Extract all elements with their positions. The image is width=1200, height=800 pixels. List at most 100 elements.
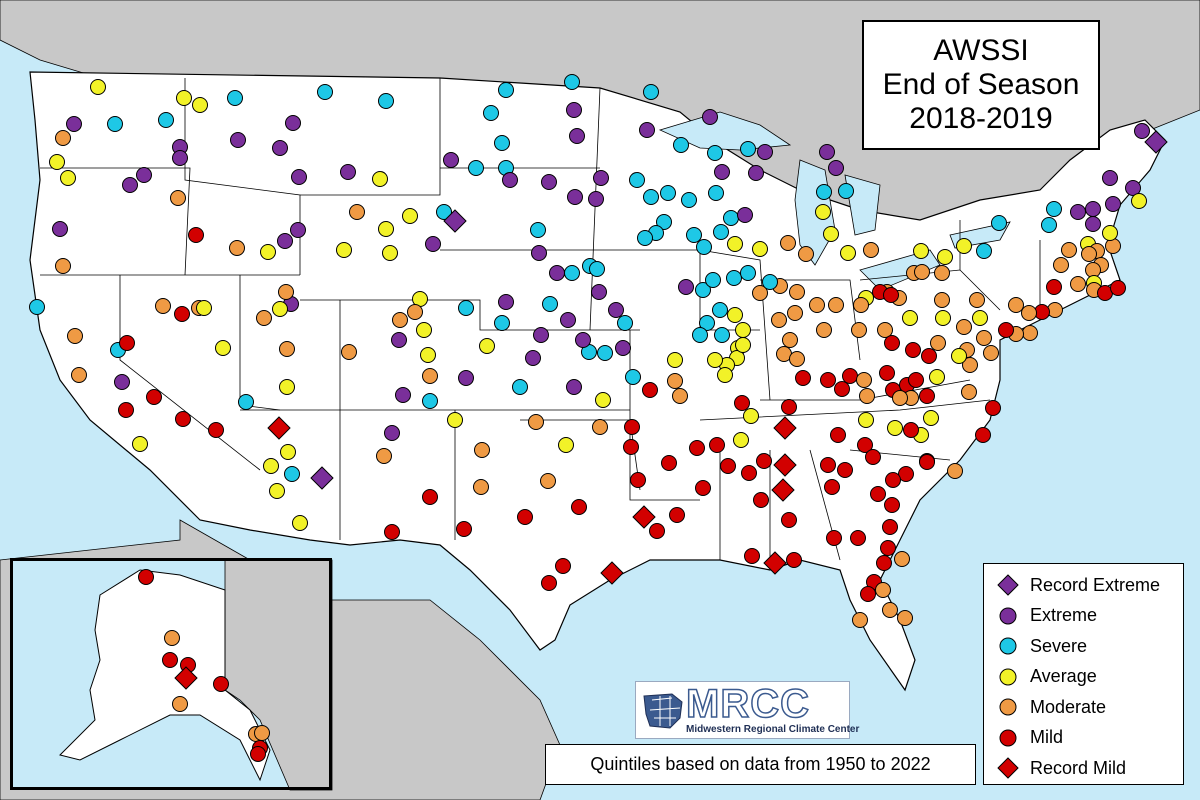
station-circle-moderate bbox=[55, 130, 71, 146]
station-circle-average bbox=[735, 337, 751, 353]
station-circle-mild bbox=[865, 449, 881, 465]
station-circle-extreme bbox=[569, 128, 585, 144]
station-circle-mild bbox=[188, 227, 204, 243]
station-circle-mild bbox=[919, 388, 935, 404]
station-circle-mild bbox=[741, 465, 757, 481]
station-circle-average bbox=[176, 90, 192, 106]
station-circle-extreme bbox=[1085, 201, 1101, 217]
station-circle-severe bbox=[740, 265, 756, 281]
station-circle-severe bbox=[660, 185, 676, 201]
station-circle-extreme bbox=[272, 140, 288, 156]
station-circle-extreme bbox=[290, 222, 306, 238]
station-circle-average bbox=[815, 204, 831, 220]
station-circle-moderate bbox=[863, 242, 879, 258]
station-circle-extreme bbox=[531, 245, 547, 261]
station-circle-severe bbox=[695, 282, 711, 298]
station-circle-extreme bbox=[1134, 123, 1150, 139]
station-circle-severe bbox=[643, 189, 659, 205]
station-circle-moderate bbox=[782, 332, 798, 348]
station-circle-mild bbox=[870, 486, 886, 502]
station-circle-extreme bbox=[122, 177, 138, 193]
station-circle-moderate bbox=[540, 473, 556, 489]
legend-item-moderate: Moderate bbox=[996, 692, 1183, 723]
station-circle-severe bbox=[696, 239, 712, 255]
station-diamond-record-extreme bbox=[310, 466, 334, 490]
station-circle-extreme bbox=[285, 115, 301, 131]
title-line-2: End of Season bbox=[882, 68, 1080, 101]
station-circle-severe bbox=[1046, 201, 1062, 217]
station-circle-moderate bbox=[341, 344, 357, 360]
station-circle-moderate bbox=[1047, 302, 1063, 318]
station-circle-moderate bbox=[667, 373, 683, 389]
orange-circle-icon bbox=[996, 695, 1020, 719]
station-circle-extreme bbox=[828, 160, 844, 176]
station-circle-average bbox=[272, 301, 288, 317]
station-circle-mild bbox=[734, 395, 750, 411]
station-circle-moderate bbox=[859, 388, 875, 404]
station-circle-average bbox=[887, 420, 903, 436]
legend-label: Severe bbox=[1030, 635, 1088, 656]
station-circle-severe bbox=[1041, 217, 1057, 233]
station-circle-severe bbox=[637, 230, 653, 246]
station-circle-mild bbox=[883, 287, 899, 303]
station-circle-extreme bbox=[136, 167, 152, 183]
station-circle-moderate bbox=[1070, 276, 1086, 292]
station-circle-mild bbox=[998, 322, 1014, 338]
station-circle-severe bbox=[458, 300, 474, 316]
station-circle-mild bbox=[119, 335, 135, 351]
station-diamond-record-extreme bbox=[443, 209, 467, 233]
station-circle-average bbox=[260, 244, 276, 260]
station-circle-moderate bbox=[962, 357, 978, 373]
station-circle-severe bbox=[597, 345, 613, 361]
station-circle-moderate bbox=[894, 551, 910, 567]
station-circle-moderate bbox=[170, 190, 186, 206]
station-circle-severe bbox=[512, 379, 528, 395]
station-circle-average bbox=[279, 379, 295, 395]
station-circle-mild bbox=[642, 382, 658, 398]
station-circle-moderate bbox=[789, 351, 805, 367]
legend-item-severe: Severe bbox=[996, 631, 1183, 662]
station-circle-moderate bbox=[1022, 325, 1038, 341]
station-circle-severe bbox=[284, 466, 300, 482]
station-circle-mild bbox=[795, 370, 811, 386]
station-circle-extreme bbox=[502, 172, 518, 188]
station-circle-extreme bbox=[1102, 170, 1118, 186]
station-circle-moderate bbox=[1061, 242, 1077, 258]
station-circle-moderate bbox=[882, 602, 898, 618]
station-circle-average bbox=[479, 338, 495, 354]
station-circle-mild bbox=[175, 411, 191, 427]
station-circle-average bbox=[60, 170, 76, 186]
station-circle-average bbox=[269, 483, 285, 499]
station-circle-average bbox=[956, 238, 972, 254]
station-circle-mild bbox=[781, 399, 797, 415]
station-circle-mild bbox=[880, 540, 896, 556]
station-circle-extreme bbox=[591, 284, 607, 300]
station-circle-moderate bbox=[961, 384, 977, 400]
station-circle-moderate bbox=[816, 322, 832, 338]
station-circle-mild bbox=[850, 530, 866, 546]
station-circle-average bbox=[707, 352, 723, 368]
station-circle-moderate bbox=[1008, 297, 1024, 313]
station-circle-extreme bbox=[748, 165, 764, 181]
station-diamond-record-mild bbox=[267, 416, 291, 440]
station-circle-extreme bbox=[819, 144, 835, 160]
station-circle-severe bbox=[629, 172, 645, 188]
station-diamond-record-mild bbox=[600, 561, 624, 585]
station-circle-moderate bbox=[474, 442, 490, 458]
station-circle-mild bbox=[879, 365, 895, 381]
legend-label: Moderate bbox=[1030, 696, 1107, 717]
station-circle-mild bbox=[456, 521, 472, 537]
station-circle-severe bbox=[643, 84, 659, 100]
station-circle-mild bbox=[820, 372, 836, 388]
station-circle-severe bbox=[238, 394, 254, 410]
station-circle-average bbox=[263, 458, 279, 474]
legend-item-average: Average bbox=[996, 662, 1183, 693]
station-circle-extreme bbox=[702, 109, 718, 125]
station-circle-mild bbox=[884, 497, 900, 513]
station-circle-severe bbox=[617, 315, 633, 331]
station-circle-moderate bbox=[780, 235, 796, 251]
station-circle-severe bbox=[692, 327, 708, 343]
station-circle-extreme bbox=[608, 302, 624, 318]
station-circle-moderate bbox=[672, 388, 688, 404]
red-circle-icon bbox=[996, 726, 1020, 750]
